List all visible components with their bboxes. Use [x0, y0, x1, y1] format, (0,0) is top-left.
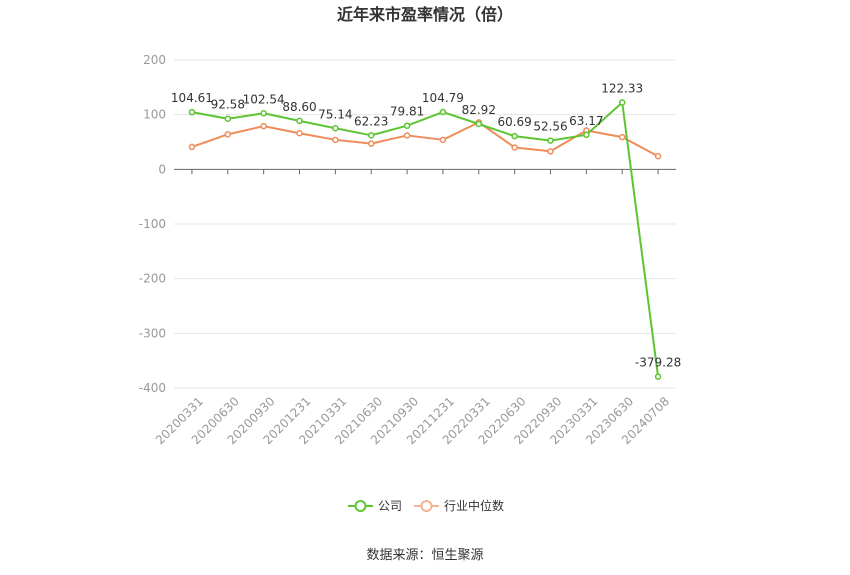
data-label: -379.28 [635, 356, 681, 370]
data-labels: 104.6192.58102.5488.6075.1462.2379.81104… [171, 81, 681, 369]
grid-lines [174, 59, 676, 389]
data-label: 102.54 [243, 92, 285, 106]
data-label: 104.61 [171, 91, 213, 105]
data-label: 52.56 [533, 120, 567, 134]
industry-median-point [654, 152, 662, 160]
legend-marker-icon [354, 500, 367, 512]
company-point [224, 115, 232, 122]
company-point [260, 110, 267, 117]
y-tick-label: -100 [139, 217, 166, 231]
company-point [332, 125, 339, 132]
legend-item-company[interactable]: 公司 [348, 499, 402, 513]
industry-median-point [511, 144, 518, 151]
company-point [367, 132, 375, 139]
source-note: 数据来源：恒生聚源 [366, 548, 483, 563]
legend-marker-icon [420, 500, 433, 512]
legend-item-industry-median[interactable]: 行业中位数 [414, 498, 504, 513]
company-point [547, 137, 554, 144]
data-label: 92.58 [211, 98, 245, 112]
company-point [618, 99, 626, 106]
industry-median-point [188, 143, 196, 151]
legend-label: 行业中位数 [444, 498, 504, 513]
industry-median-point [332, 136, 339, 144]
company-point [475, 120, 483, 128]
company-point [403, 122, 411, 129]
industry-median-point [367, 140, 375, 147]
data-label: 104.79 [422, 91, 464, 105]
company-point [654, 373, 662, 380]
y-tick-label: -400 [139, 381, 166, 395]
industry-median-point [260, 122, 267, 130]
chart-title: 近年来市盈率情况（倍） [337, 5, 513, 24]
y-axis: 200 100 0 -100 -200 -300 -400 [139, 53, 166, 395]
legend[interactable]: 公司 行业中位数 [348, 498, 504, 513]
industry-median-point [224, 131, 232, 138]
industry-median-line [191, 121, 659, 158]
legend-label: 公司 [378, 499, 402, 513]
company-point [511, 132, 518, 140]
company-point [296, 117, 303, 125]
y-tick-label: 200 [143, 53, 166, 67]
company-point [583, 131, 590, 139]
company-point [439, 108, 447, 116]
data-label: 63.17 [569, 114, 603, 128]
industry-median-point [403, 132, 411, 139]
industry-median-point [547, 148, 554, 155]
series-layer [188, 99, 662, 380]
company-line [191, 101, 660, 377]
data-label: 88.60 [282, 100, 316, 114]
data-label: 79.81 [390, 105, 424, 119]
y-tick-label: -200 [139, 272, 166, 286]
company-point [188, 108, 196, 116]
industry-median-point [439, 136, 447, 144]
x-axis: 2020033120200630202009302020123120210331… [153, 168, 676, 447]
data-label: 60.69 [497, 115, 531, 129]
data-label: 62.23 [354, 114, 388, 128]
industry-median-point [618, 133, 626, 141]
industry-median-point [296, 130, 303, 137]
data-label: 122.33 [601, 81, 643, 95]
y-tick-label: 0 [158, 162, 166, 176]
y-tick-label: 100 [143, 108, 166, 122]
data-label: 75.14 [318, 107, 352, 121]
y-tick-label: -300 [139, 326, 166, 340]
data-label: 82.92 [462, 103, 496, 117]
